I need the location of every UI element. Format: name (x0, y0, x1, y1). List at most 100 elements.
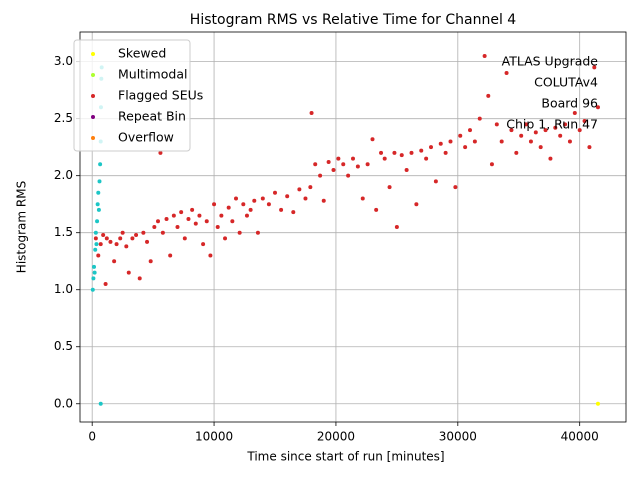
point (104, 236, 109, 241)
annotation: Board 96 (541, 96, 598, 111)
chart-title: Histogram RMS vs Relative Time for Chann… (190, 12, 516, 28)
point (156, 219, 160, 224)
point (392, 150, 397, 155)
point (91, 276, 96, 281)
point (95, 202, 100, 207)
legend-marker (91, 115, 95, 119)
point (477, 116, 482, 121)
point (130, 236, 135, 241)
point (134, 232, 139, 237)
point (234, 196, 238, 201)
point (182, 236, 187, 241)
annotation: COLUTAv4 (534, 75, 598, 90)
legend-marker (91, 73, 95, 77)
point (96, 190, 101, 195)
point (215, 225, 220, 229)
legend-label: Flagged SEUs (118, 88, 203, 103)
point (379, 150, 384, 155)
legend-box (73, 39, 191, 152)
point (186, 217, 191, 222)
plot-frame (79, 31, 627, 423)
point (509, 128, 514, 133)
y-axis-label: Histogram RMS (15, 181, 29, 273)
point (419, 148, 424, 153)
point (226, 205, 231, 210)
point (567, 139, 572, 144)
point (92, 264, 97, 269)
point (96, 207, 101, 212)
legend-label: Repeat Bin (118, 109, 186, 124)
point (482, 53, 487, 58)
legend-label: Overflow (118, 130, 174, 145)
point (208, 253, 213, 258)
point (219, 213, 224, 218)
point (533, 130, 538, 135)
point (168, 253, 173, 258)
point (93, 247, 98, 252)
point (336, 156, 341, 161)
point (582, 118, 587, 123)
point (179, 210, 184, 215)
point (528, 139, 533, 144)
point (404, 167, 409, 172)
point (193, 221, 198, 226)
point (152, 225, 157, 229)
y-tick-label: 2.5 (54, 111, 73, 125)
point (409, 150, 414, 155)
legend-label: Skewed (118, 46, 166, 61)
point (126, 270, 131, 275)
point (255, 230, 260, 235)
point (595, 401, 600, 406)
point (313, 162, 318, 167)
point (563, 122, 568, 127)
y-tick-label: 0.5 (54, 339, 73, 353)
point (94, 242, 99, 247)
point (448, 139, 453, 144)
point (204, 219, 209, 224)
point (595, 105, 600, 110)
point (341, 162, 346, 167)
point (114, 242, 119, 247)
point (443, 150, 448, 155)
point (494, 122, 499, 127)
point (98, 162, 103, 167)
x-axis-label: Time since start of run [minutes] (246, 450, 444, 464)
point (468, 128, 472, 133)
point (237, 230, 242, 235)
point (592, 65, 597, 70)
point (98, 401, 103, 406)
point (365, 162, 370, 167)
legend-marker (91, 94, 95, 98)
point (112, 259, 117, 264)
point (260, 196, 265, 201)
point (273, 190, 277, 195)
point (201, 242, 206, 247)
point (321, 198, 326, 203)
point (394, 225, 399, 229)
point (141, 230, 146, 235)
point (90, 287, 95, 292)
point (103, 282, 108, 287)
point (101, 232, 106, 237)
legend: Skewed Multimodal Flagged SEUs Repeat Bin Ov… (73, 39, 203, 152)
legend-label: Multimodal (118, 67, 187, 82)
point (171, 213, 176, 218)
point (382, 156, 387, 161)
point (266, 202, 271, 207)
point (414, 202, 419, 207)
x-tick-label: 30000 (439, 430, 477, 444)
point (489, 162, 494, 167)
point (346, 173, 351, 178)
point (504, 71, 509, 76)
point (120, 230, 125, 235)
point (285, 194, 290, 199)
point (309, 110, 314, 115)
point (244, 213, 249, 218)
point (326, 160, 331, 164)
point (519, 133, 524, 138)
point (118, 236, 123, 241)
point (252, 198, 257, 203)
point (108, 239, 113, 244)
point (93, 236, 98, 241)
point (429, 145, 433, 150)
